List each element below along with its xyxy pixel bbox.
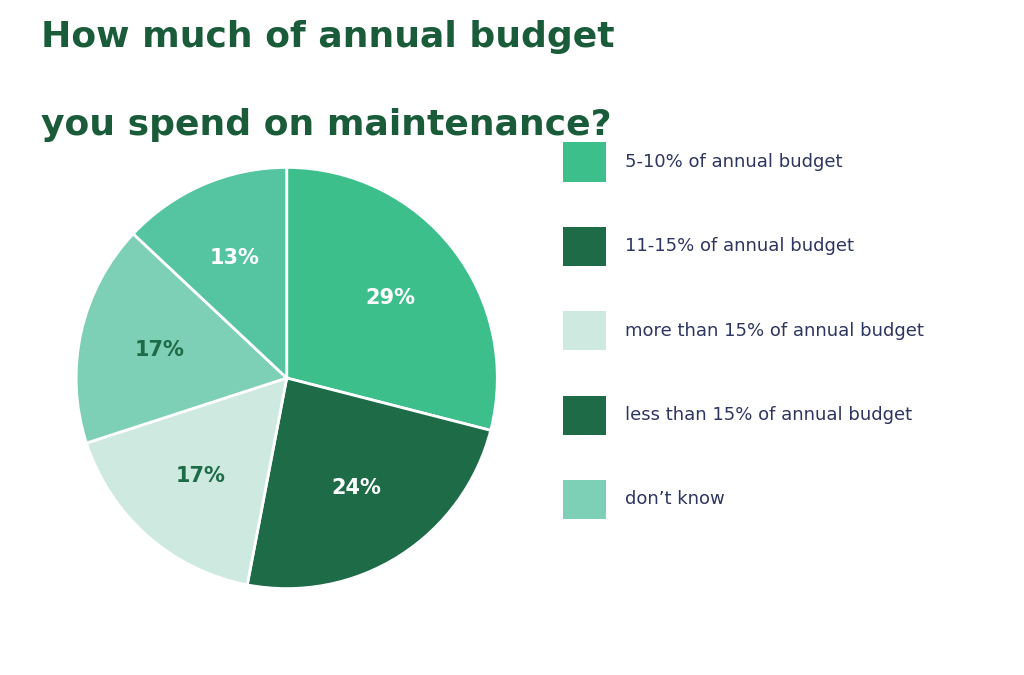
Text: 17%: 17% [134, 340, 184, 360]
Wedge shape [133, 167, 287, 378]
Text: 24%: 24% [332, 479, 382, 498]
Wedge shape [247, 378, 490, 589]
Text: don’t know: don’t know [625, 491, 724, 508]
Text: 29%: 29% [365, 288, 415, 308]
Wedge shape [76, 234, 287, 443]
Text: 11-15% of annual budget: 11-15% of annual budget [625, 238, 854, 255]
Text: less than 15% of annual budget: less than 15% of annual budget [625, 406, 911, 424]
Wedge shape [287, 167, 498, 431]
Text: 13%: 13% [210, 248, 260, 268]
Text: more than 15% of annual budget: more than 15% of annual budget [625, 322, 924, 340]
Text: 17%: 17% [175, 466, 225, 486]
Text: 5-10% of annual budget: 5-10% of annual budget [625, 153, 842, 171]
Wedge shape [86, 378, 287, 585]
Text: How much of annual budget: How much of annual budget [41, 20, 614, 54]
Text: you spend on maintenance?: you spend on maintenance? [41, 108, 611, 142]
